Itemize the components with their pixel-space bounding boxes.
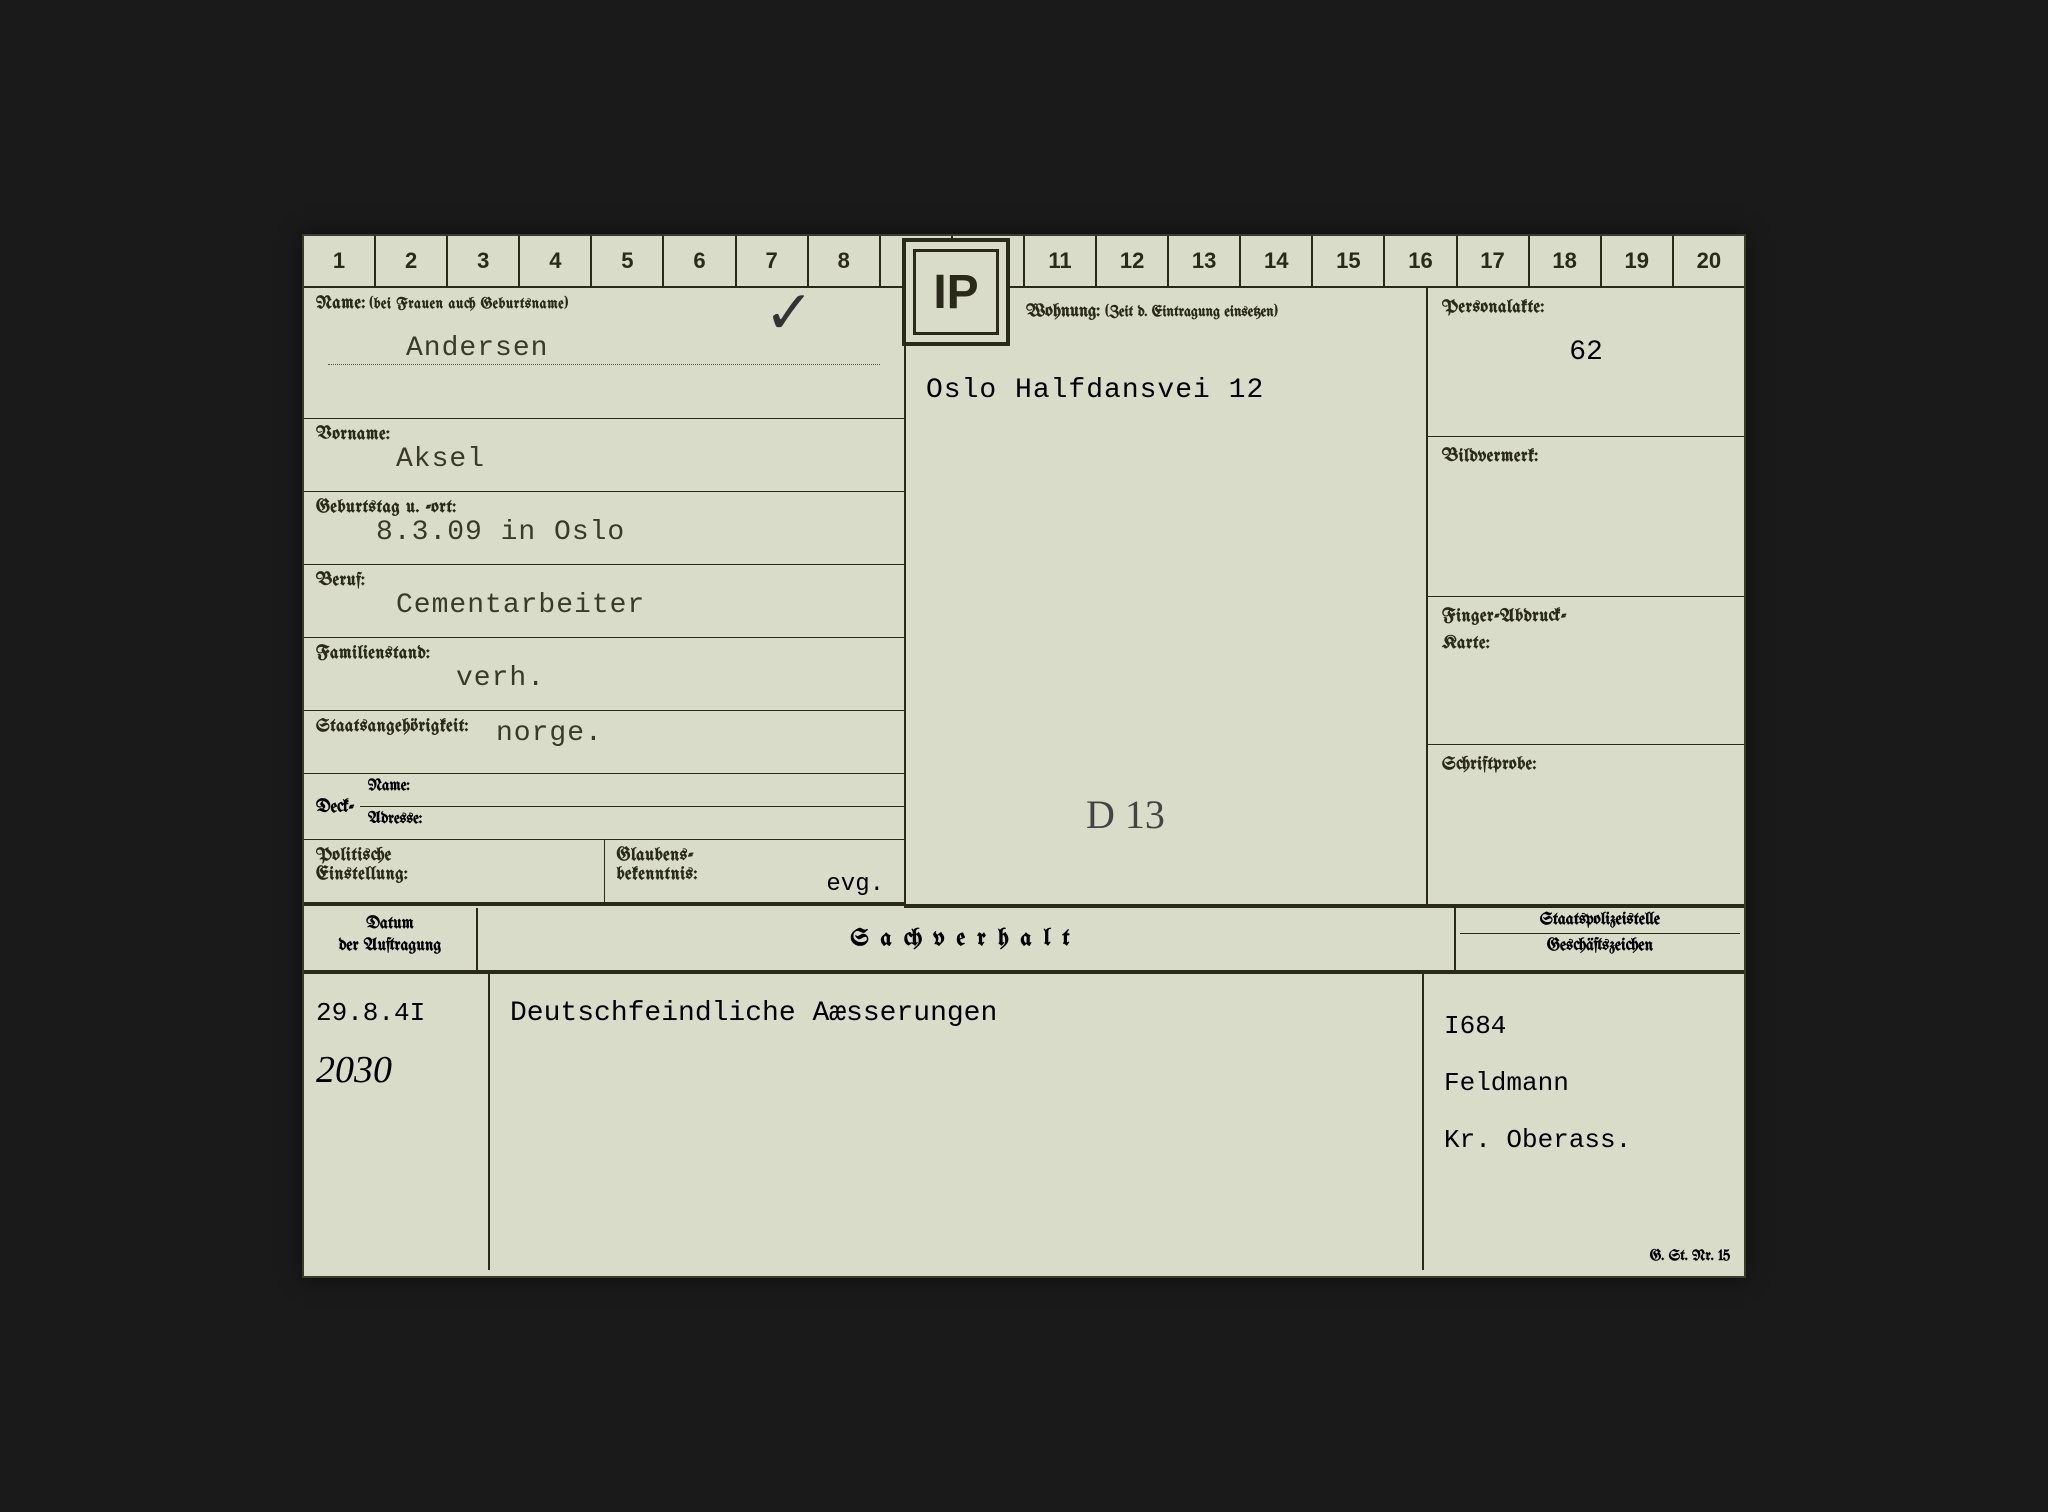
glaubens-cell: Glaubens- bekenntnis: evg.	[605, 840, 905, 902]
datum-label: Datum	[310, 914, 470, 936]
wohnung-value: Oslo Halfdansvei 12	[906, 335, 1426, 446]
dotted-line	[328, 364, 880, 365]
beruf-label: Beruf:	[316, 571, 365, 590]
ruler-tick: 14	[1241, 236, 1313, 286]
handwritten-2030: 2030	[316, 1048, 476, 1092]
name-field: Name: (bei Frauen auch Geburtsname) ✓ An…	[304, 288, 904, 419]
right-column-body: I684 Feldmann Kr. Oberass.	[1422, 974, 1744, 1270]
personalakte-box: Personalakte: 62	[1428, 288, 1744, 437]
ruler-tick: 11	[1025, 236, 1097, 286]
familienstand-value: verh.	[316, 663, 892, 694]
index-card: 1 2 3 4 5 6 7 8 9 10 11 12 13 14 15 16 1…	[302, 234, 1746, 1278]
personalakte-label: Personalakte:	[1442, 298, 1730, 317]
ruler-tick: 19	[1602, 236, 1674, 286]
handwritten-d13: D 13	[1086, 791, 1165, 838]
ruler-tick: 17	[1458, 236, 1530, 286]
sachverhalt-header: Datum der Auftragung Sachverhalt Staatsp…	[304, 908, 1744, 974]
datum-header: Datum der Auftragung	[304, 908, 478, 970]
finger-box: Finger-Abdruck- Karte:	[1428, 597, 1744, 746]
beruf-field: Beruf: Cementarbeiter	[304, 565, 904, 638]
familienstand-field: Familienstand: verh.	[304, 638, 904, 711]
glaubens-label: Glaubens-	[617, 846, 893, 865]
ruler-tick: 3	[448, 236, 520, 286]
ruler-tick: 20	[1674, 236, 1744, 286]
politik-row: Politische Einstellung: Glaubens- bekenn…	[304, 840, 904, 906]
checkmark: ✓	[764, 278, 814, 348]
deck-adresse-label: Adresse:	[360, 807, 904, 839]
beruf-value: Cementarbeiter	[316, 590, 892, 621]
staatspolizei-header: Staatspolizeistelle Geschäftszeichen	[1454, 908, 1744, 970]
glaubens-value: evg.	[826, 871, 884, 898]
ip-text: IP	[913, 249, 999, 335]
schriftprobe-box: Schriftprobe:	[1428, 745, 1744, 908]
deck-label: Deck-	[304, 774, 360, 839]
middle-column: IP Wohnung: (Zeit d. Eintragung einsetze…	[906, 288, 1428, 908]
deck-name-label: Name:	[360, 774, 904, 807]
staatsang-label: Staatsangehörigkeit:	[316, 717, 469, 736]
sach-officer: Feldmann	[1444, 1055, 1724, 1112]
sach-rank: Kr. Oberass.	[1444, 1112, 1724, 1169]
familienstand-label: Familienstand:	[316, 644, 430, 663]
politik-cell: Politische Einstellung:	[304, 840, 605, 902]
schriftprobe-label: Schriftprobe:	[1442, 755, 1730, 774]
right-column: Personalakte: 62 Bildvermerk: Finger-Abd…	[1428, 288, 1744, 908]
sachverhalt-body: 29.8.4I 2030 Deutschfeindliche Aæsserung…	[304, 974, 1744, 1270]
sachverhalt-label: Sachverhalt	[478, 908, 1454, 970]
name-note: (bei Frauen auch Geburtsname)	[370, 296, 569, 312]
auftragung-label: der Auftragung	[310, 936, 470, 958]
ruler-tick: 2	[376, 236, 448, 286]
sachverhalt-text: Deutschfeindliche Aæsserungen	[490, 974, 1422, 1270]
bildvermerk-box: Bildvermerk:	[1428, 437, 1744, 597]
vorname-value: Aksel	[316, 444, 892, 475]
vorname-label: Vorname:	[316, 425, 390, 444]
ruler-tick: 12	[1097, 236, 1169, 286]
datum-column: 29.8.4I 2030	[304, 974, 490, 1270]
sach-number: I684	[1444, 998, 1724, 1055]
politische-label: Politische	[316, 846, 592, 865]
wohnung-note: (Zeit d. Eintragung einsetzen)	[1105, 304, 1277, 320]
ruler-tick: 18	[1530, 236, 1602, 286]
einstellung-label: Einstellung:	[316, 865, 592, 884]
ruler-tick: 15	[1313, 236, 1385, 286]
geburtstag-value: 8.3.09 in Oslo	[316, 517, 892, 548]
ip-box: IP	[902, 238, 1010, 346]
bildvermerk-label: Bildvermerk:	[1442, 447, 1730, 466]
staatsang-field: Staatsangehörigkeit: norge.	[304, 711, 904, 774]
vorname-field: Vorname: Aksel	[304, 419, 904, 492]
personalakte-value: 62	[1442, 337, 1730, 368]
main-section: Name: (bei Frauen auch Geburtsname) ✓ An…	[304, 288, 1744, 908]
ruler-tick: 8	[809, 236, 881, 286]
staatspolizei-label: Staatspolizeistelle	[1460, 912, 1740, 934]
geschaeftszeichen-label: Geschäftszeichen	[1460, 938, 1740, 955]
karte-label: Karte:	[1442, 634, 1730, 653]
finger-label: Finger-Abdruck-	[1442, 607, 1730, 626]
geburtstag-field: Geburtstag u. -ort: 8.3.09 in Oslo	[304, 492, 904, 565]
ruler-tick: 16	[1385, 236, 1457, 286]
form-number: G. St. Nr. 15	[1650, 1248, 1730, 1264]
ruler-tick: 1	[304, 236, 376, 286]
ruler-tick: 6	[664, 236, 736, 286]
ruler-tick: 5	[592, 236, 664, 286]
wohnung-label: Wohnung:	[1026, 302, 1100, 321]
ruler-tick: 13	[1169, 236, 1241, 286]
ruler-scale: 1 2 3 4 5 6 7 8 9 10 11 12 13 14 15 16 1…	[304, 236, 1744, 288]
ruler-tick: 4	[520, 236, 592, 286]
name-label: Name:	[316, 294, 366, 313]
sach-datum-value: 29.8.4I	[316, 998, 476, 1028]
deck-field: Deck- Name: Adresse:	[304, 774, 904, 840]
left-column: Name: (bei Frauen auch Geburtsname) ✓ An…	[304, 288, 906, 908]
geburtstag-label: Geburtstag u. -ort:	[316, 498, 457, 517]
